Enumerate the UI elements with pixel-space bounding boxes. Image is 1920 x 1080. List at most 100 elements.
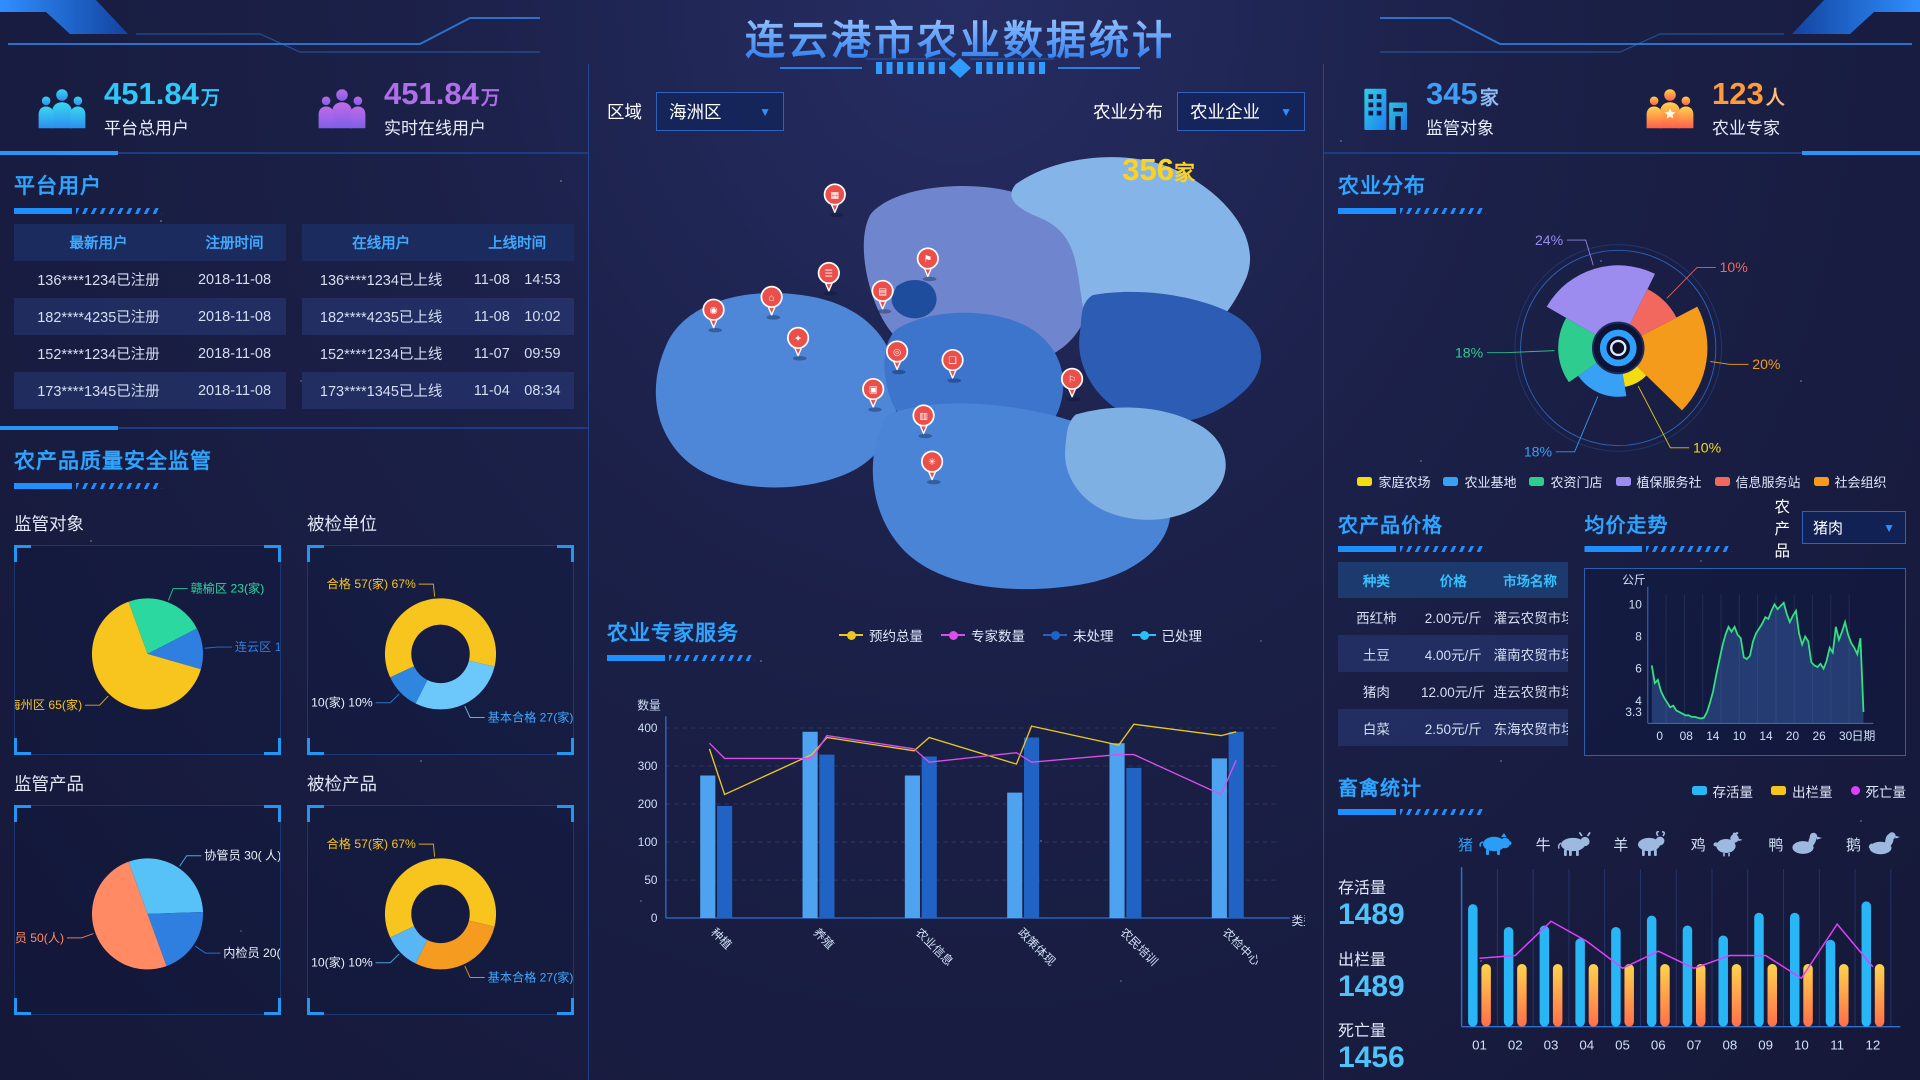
agriculture-distribution-chart: 24% 10% 20% 10% 18% 18%: [1338, 224, 1906, 470]
city-map: ▦ ☰ ⚑ ▤ ⌂ ◉ ✦ ◎ ❏ ⚐ ▣ ▥ ✳: [655, 157, 1262, 590]
legend-item[interactable]: 出栏量: [1771, 781, 1833, 801]
table-cell: 152****1234已注册: [37, 347, 160, 363]
table-cell: 173****1345已上线: [319, 384, 443, 400]
svg-text:不合格 10(家) 10%: 不合格 10(家) 10%: [308, 955, 373, 970]
legend-item[interactable]: 死亡量: [1850, 781, 1906, 801]
product-select-value: 猪肉: [1813, 520, 1844, 537]
map-marker-building[interactable]: ▤: [871, 279, 894, 314]
livestock-legend: 存活量 出栏量 死亡量: [1691, 781, 1906, 801]
legend-label: 农资门店: [1550, 475, 1603, 490]
column-header: 注册时间: [183, 224, 286, 261]
user-stats: 451.84 万 平台总用户 4: [14, 64, 574, 152]
chart-pie-bjdw: 合格 57(家) 67% 基本合格 27(家) 23% 不合格 10(家) 10%: [271, 545, 601, 755]
svg-text:⌂: ⌂: [769, 292, 775, 302]
price-trend-chart: 3.3 4 6 8 10 公斤 0 08 14 10 14 20 26 30 日期: [1584, 568, 1906, 756]
map-marker-chart[interactable]: ▥: [912, 404, 935, 439]
legend-swatch: [1771, 786, 1786, 795]
map-marker-home[interactable]: ⌂: [760, 285, 783, 320]
legend-swatch: [1691, 786, 1707, 795]
table-cell: 11-07 09:59: [473, 345, 561, 362]
map-marker-globe[interactable]: ◉: [702, 298, 725, 333]
product-select[interactable]: 猪肉 ▼: [1802, 511, 1906, 544]
experts-icon: [1646, 89, 1694, 129]
map-marker-flag2[interactable]: ⚐: [1060, 367, 1084, 402]
animal-goose[interactable]: 鹅: [1846, 831, 1902, 858]
map-marker-list[interactable]: ☰: [817, 261, 840, 296]
livestock-stats: 存活量 1489 出栏量 1489 死亡量 1456: [1338, 860, 1454, 1076]
supervision-stats: 345 家 监管对象: [1338, 64, 1906, 152]
table-cell: 11-08 10:02: [473, 308, 561, 325]
svg-text:❏: ❏: [948, 355, 956, 365]
table-row: 136****1234已注册 2018-11-08: [14, 261, 286, 298]
header-decoration-right: [1380, 0, 1920, 53]
table-cell: 灌云农贸市场: [1493, 610, 1569, 626]
animal-selector-row: 猪牛羊鸡鸭鹅: [1338, 825, 1906, 860]
svg-text:◎: ◎: [893, 347, 901, 357]
goose-icon: [1868, 832, 1900, 855]
legend-item[interactable]: 专家数量: [941, 625, 1025, 645]
duck-icon: [1792, 832, 1823, 854]
legend-item[interactable]: 信息服务站: [1714, 472, 1801, 491]
svg-text:种植: 种植: [708, 925, 735, 952]
svg-text:☰: ☰: [825, 268, 833, 278]
svg-text:30: 30: [1840, 729, 1854, 743]
svg-text:内检员 20(人): 内检员 20(人): [223, 945, 280, 960]
legend-swatch: [1714, 477, 1730, 486]
animal-pig[interactable]: 猪: [1458, 831, 1514, 858]
legend-item[interactable]: 社会组织: [1813, 472, 1887, 491]
chevron-down-icon: ▼: [1883, 520, 1895, 535]
legend-item[interactable]: 未处理: [1043, 625, 1114, 645]
svg-text:10: 10: [1629, 597, 1643, 611]
divider: [1324, 151, 1920, 155]
svg-text:20: 20: [1786, 729, 1800, 743]
map-marker-wheat[interactable]: ✳: [921, 450, 944, 485]
table-row: 182****4235已注册 2018-11-08: [14, 298, 286, 335]
map-marker-grid[interactable]: ▦: [823, 183, 846, 218]
map-marker-flag[interactable]: ⚑: [916, 247, 939, 282]
section-title-expert: 农业专家服务: [607, 617, 783, 661]
table-row: 152****1234已上线 11-07 09:59: [302, 335, 574, 372]
livestock-chart: 01 02 03 04 05 06 07 08 09 10 11 12: [1454, 860, 1906, 1068]
svg-text:02: 02: [1508, 1037, 1523, 1052]
stat-unit: 万: [480, 87, 500, 109]
legend-item[interactable]: 存活量: [1691, 781, 1753, 801]
table-row: 白菜 2.50元/斤 东海农贸市场: [1338, 709, 1569, 746]
map-marker-person[interactable]: ✦: [786, 326, 810, 361]
animal-cow[interactable]: 牛: [1536, 831, 1592, 858]
svg-text:监管员 50(人): 监管员 50(人): [15, 930, 64, 945]
svg-text:07: 07: [1687, 1037, 1702, 1052]
svg-text:6: 6: [1636, 662, 1643, 676]
distribution-control: 农业分布 农业企业 ▼: [1093, 92, 1305, 131]
table-cell: 东海农贸市场: [1493, 721, 1569, 737]
column-header: 最新用户: [14, 224, 183, 261]
legend-label: 植保服务社: [1636, 475, 1702, 490]
legend-item[interactable]: 农业基地: [1443, 472, 1516, 491]
legend-item[interactable]: 已处理: [1131, 625, 1202, 645]
svg-text:10%: 10%: [1693, 439, 1722, 455]
map-marker-fuel[interactable]: ▣: [862, 377, 885, 412]
svg-text:18%: 18%: [1524, 444, 1553, 460]
animal-chicken[interactable]: 鸡: [1691, 831, 1747, 858]
svg-text:400: 400: [638, 722, 658, 735]
legend-swatch: [1813, 477, 1829, 486]
section-title-platform-users: 平台用户: [14, 170, 574, 214]
distribution-select[interactable]: 农业企业 ▼: [1177, 92, 1305, 131]
map-marker-pin[interactable]: ◎: [886, 340, 909, 375]
map-marker-photo[interactable]: ❏: [941, 348, 964, 383]
legend-item[interactable]: 农资门店: [1529, 472, 1603, 491]
page-title: 连云港市农业数据统计: [745, 8, 1175, 66]
table-row: 182****4235已上线 11-08 10:02: [302, 298, 574, 335]
animal-sheep[interactable]: 羊: [1613, 831, 1669, 858]
legend-item[interactable]: 植保服务社: [1615, 472, 1702, 491]
livestock-stat: 出栏量 1489: [1338, 951, 1405, 1003]
animal-duck[interactable]: 鸭: [1768, 831, 1824, 858]
table-row: 173****1345已注册 2018-11-08: [14, 372, 286, 409]
product-label: 农产品: [1774, 498, 1790, 560]
legend-item[interactable]: 预约总量: [839, 625, 923, 645]
chart-title: 监管对象: [14, 514, 84, 534]
region-select[interactable]: 海洲区 ▼: [656, 92, 784, 131]
table-cell: 173****1345已注册: [37, 384, 160, 400]
divider: [0, 151, 588, 155]
legend-item[interactable]: 家庭农场: [1357, 472, 1430, 491]
table-cell: 2018-11-08: [197, 271, 272, 288]
